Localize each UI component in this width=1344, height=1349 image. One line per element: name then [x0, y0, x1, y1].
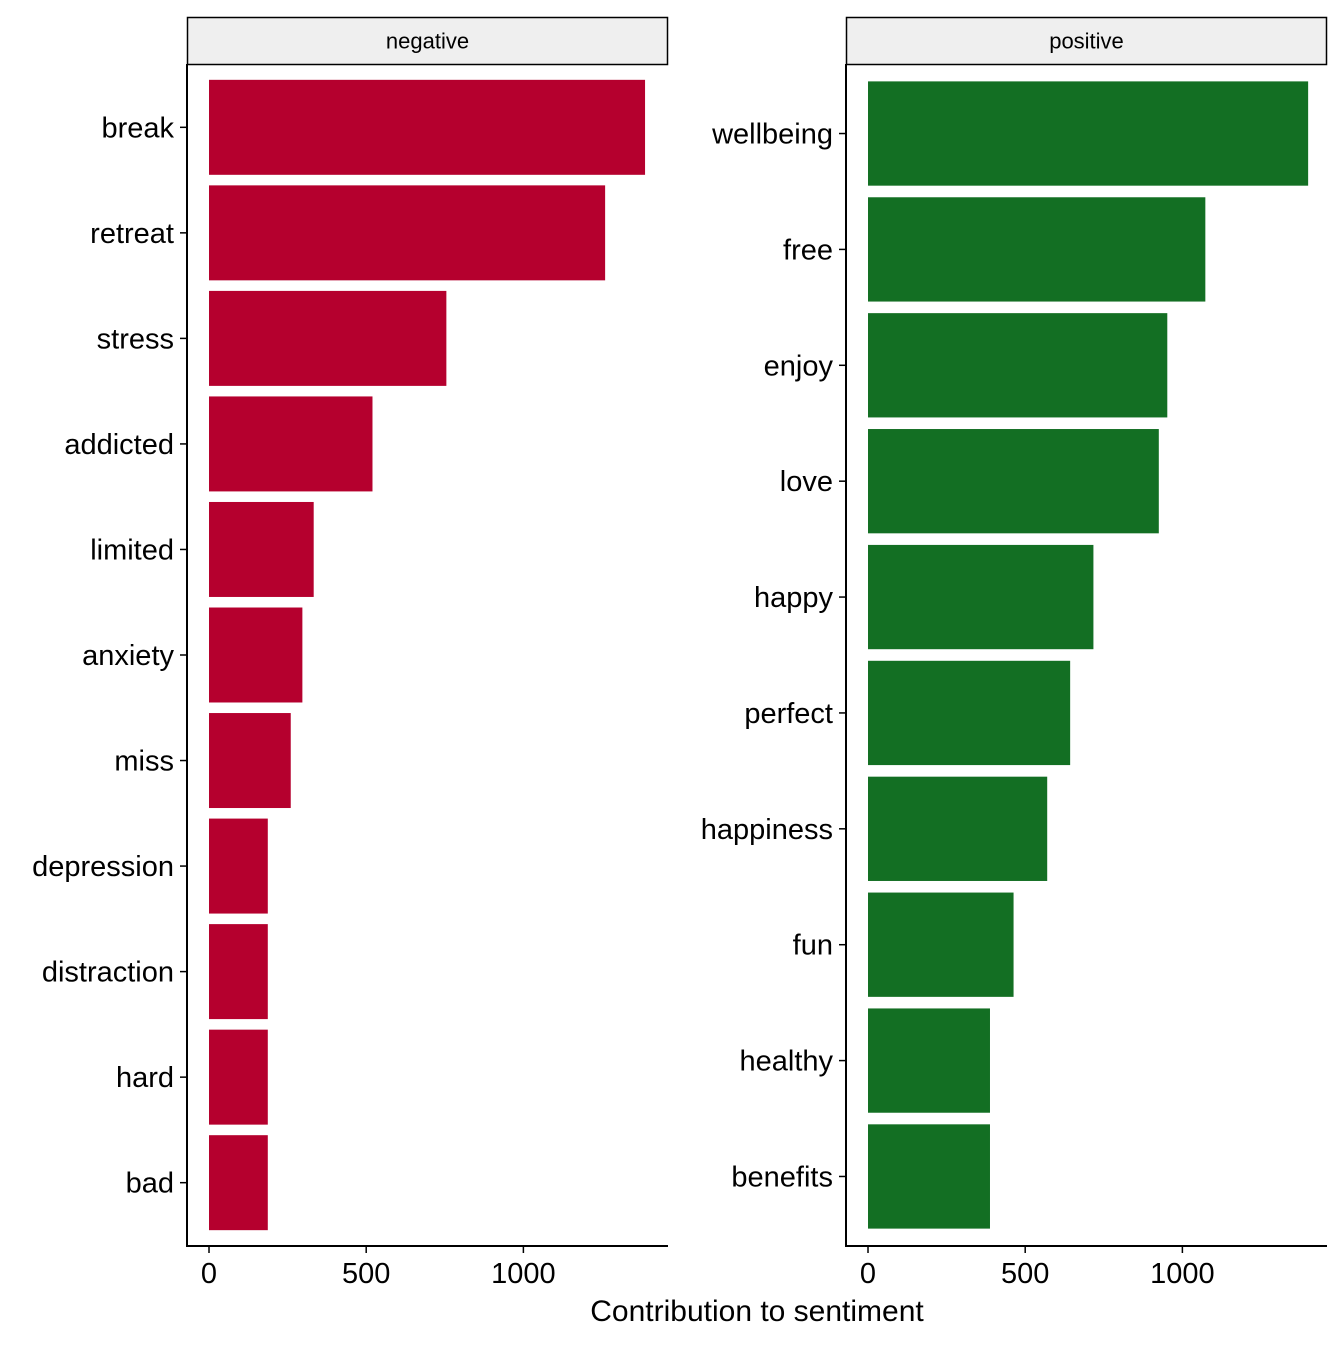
y-tick-label: healthy	[739, 1046, 833, 1078]
y-tick-label: fun	[793, 930, 833, 962]
x-tick-label: 1000	[491, 1258, 556, 1290]
bar-happy	[868, 544, 1094, 650]
strip-label: positive	[1049, 29, 1124, 54]
bar-retreat	[209, 185, 606, 281]
bar-limited	[209, 501, 314, 597]
x-tick-label: 0	[860, 1258, 876, 1290]
bar-love	[868, 429, 1159, 534]
bar-fun	[868, 892, 1014, 997]
y-tick-label: wellbeing	[711, 119, 833, 151]
x-tick-label: 500	[342, 1258, 390, 1290]
bar-miss	[209, 713, 291, 809]
bar-hard	[209, 1029, 268, 1125]
bar-stress	[209, 290, 447, 386]
y-tick-label: distraction	[42, 957, 174, 989]
y-tick-label: happiness	[701, 814, 833, 846]
bar-bad	[209, 1135, 268, 1231]
y-tick-label: retreat	[90, 218, 174, 250]
x-axis-title: Contribution to sentiment	[590, 1295, 924, 1328]
bar-perfect	[868, 660, 1071, 766]
y-tick-label: depression	[32, 851, 174, 883]
bar-anxiety	[209, 607, 303, 703]
x-tick-label: 1000	[1150, 1258, 1215, 1290]
bar-free	[868, 197, 1206, 302]
strip-box	[186, 16, 669, 66]
y-tick-label: bad	[126, 1168, 174, 1200]
y-tick-label: love	[780, 466, 833, 498]
bar-addicted	[209, 396, 373, 492]
y-tick-label: stress	[97, 323, 174, 355]
y-tick-label: break	[101, 112, 174, 144]
bar-wellbeing	[868, 81, 1309, 186]
bar-distraction	[209, 924, 268, 1020]
bar-depression	[209, 818, 268, 914]
bar-break	[209, 79, 646, 175]
y-tick-label: limited	[90, 534, 174, 566]
panel-negative: negative break retreat stress addicted limite…	[32, 16, 669, 1290]
y-tick-label: addicted	[64, 429, 174, 461]
y-tick-label: enjoy	[764, 350, 834, 382]
y-tick-label: miss	[114, 746, 174, 778]
bar-benefits	[868, 1124, 990, 1229]
strip-box	[845, 16, 1328, 66]
strip-label: negative	[386, 29, 469, 54]
y-tick-label: happy	[754, 582, 834, 614]
panel-positive: positive wellbeing free enjoy love happy perfe…	[701, 16, 1328, 1290]
bar-healthy	[868, 1008, 990, 1113]
x-tick-label: 500	[1001, 1258, 1049, 1290]
bar-happiness	[868, 776, 1048, 881]
y-tick-label: free	[783, 234, 833, 266]
y-tick-label: anxiety	[82, 640, 174, 672]
x-tick-label: 0	[201, 1258, 217, 1290]
y-tick-label: hard	[116, 1062, 174, 1094]
bar-enjoy	[868, 313, 1168, 418]
y-tick-label: perfect	[744, 698, 833, 730]
y-tick-label: benefits	[731, 1161, 833, 1193]
